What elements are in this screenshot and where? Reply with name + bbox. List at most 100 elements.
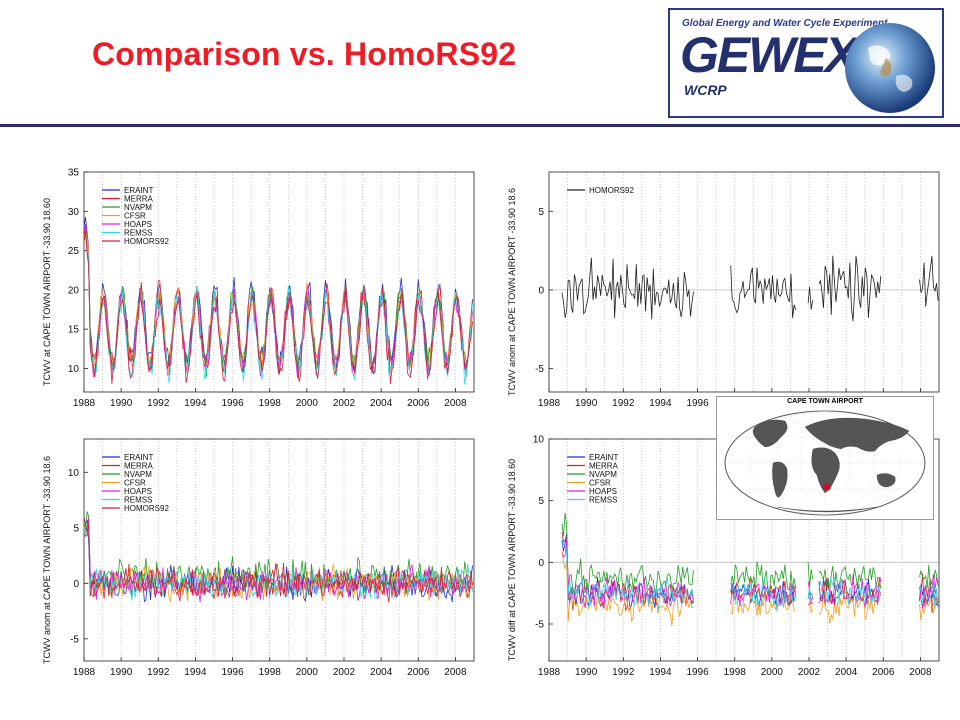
x-tick-label: 1992 (147, 398, 170, 409)
legend-label: MERRA (589, 462, 619, 471)
x-tick-label: 2004 (370, 398, 393, 409)
plot-frame (83, 438, 475, 662)
y-tick-label: 0 (538, 558, 544, 569)
chart-anom-homors92: -505198819901992199419961998200020022004… (507, 171, 940, 409)
y-tick-label: 10 (533, 435, 545, 446)
series-line-homors92 (83, 516, 473, 602)
chart-panel-anom-single: -505198819901992199419961998200020022004… (505, 158, 945, 418)
y-tick-label: 0 (538, 285, 544, 296)
x-tick-label: 1992 (612, 398, 635, 409)
x-tick-label: 2006 (407, 398, 430, 409)
y-tick-label: -5 (535, 620, 544, 631)
x-tick-label: 2002 (333, 667, 356, 678)
series-line-nvapm (561, 512, 939, 595)
x-tick-label: 1990 (575, 667, 598, 678)
x-tick-label: 2002 (798, 667, 821, 678)
legend-label: MERRA (124, 462, 154, 471)
legend-label: REMSS (124, 496, 152, 505)
x-tick-label: 2000 (296, 667, 319, 678)
x-tick-label: 1996 (221, 667, 244, 678)
header-rule (0, 124, 960, 127)
y-tick-label: -5 (535, 364, 544, 375)
y-tick-label: 15 (68, 325, 80, 336)
world-map (724, 410, 926, 516)
x-tick-label: 2006 (407, 667, 430, 678)
legend-label: REMSS (589, 496, 617, 505)
x-tick-label: 2004 (835, 667, 858, 678)
x-tick-label: 2002 (333, 398, 356, 409)
logo-tagline: Global Energy and Water Cycle Experiment (682, 18, 888, 29)
legend-label: ERAINT (124, 186, 153, 195)
series-line-homors92 (83, 231, 473, 385)
x-tick-label: 2004 (370, 667, 393, 678)
x-tick-label: 1992 (147, 667, 170, 678)
y-axis-label: TCWV anom at CAPE TOWN AIRPORT -33.90 18… (42, 456, 52, 664)
y-tick-label: 10 (68, 468, 80, 479)
x-tick-label: 1994 (649, 398, 672, 409)
x-tick-label: 2000 (761, 667, 784, 678)
x-tick-label: 1988 (538, 667, 561, 678)
x-tick-label: 1998 (259, 667, 282, 678)
chart-panel-anom-multi: -5 0 5 10 1988 1990 1992 1994 1996 1998 2000 2002 20… (40, 425, 480, 687)
inset-map: CAPE TOWN AIRPORT (716, 396, 934, 520)
x-tick-label: 1996 (686, 398, 709, 409)
x-tick-label: 1996 (686, 667, 709, 678)
x-tick-label: 1988 (73, 667, 96, 678)
y-axis-label: TCWV diff at CAPE TOWN AIRPORT -33.90 18… (507, 459, 517, 661)
chart-panel-tcwv: 10 15 20 25 30 35 1988 1990 1992 1994 1996 1998 2000… (40, 158, 480, 418)
x-tick-label: 2008 (444, 667, 467, 678)
x-tick-label: 1990 (110, 667, 133, 678)
x-tick-label: 2008 (909, 667, 932, 678)
series-line-cfsr (561, 550, 939, 627)
station-marker (823, 483, 831, 491)
legend-label: HOAPS (589, 487, 617, 496)
y-tick-label: 35 (68, 168, 80, 179)
y-tick-label: 10 (68, 364, 80, 375)
gewex-logo: Global Energy and Water Cycle Experiment… (668, 8, 944, 118)
chart-anom-multi: -5 0 5 10 1988 1990 1992 1994 1996 1998 2000 2002 20… (42, 438, 475, 678)
x-tick-label: 1996 (221, 398, 244, 409)
legend-label: HOAPS (124, 220, 152, 229)
y-tick-label: 25 (68, 246, 80, 257)
y-tick-label: 0 (73, 579, 79, 590)
globe-icon (845, 23, 935, 113)
x-tick-label: 1988 (73, 398, 96, 409)
y-tick-label: 20 (68, 285, 80, 296)
x-tick-label: 2006 (872, 667, 895, 678)
plot-frame (548, 171, 940, 393)
x-tick-label: 1994 (649, 667, 672, 678)
x-tick-label: 2008 (444, 398, 467, 409)
x-tick-label: 2000 (296, 398, 319, 409)
legend-label: HOAPS (124, 487, 152, 496)
x-tick-label: 1998 (724, 667, 747, 678)
legend-label: CFSR (124, 212, 146, 221)
legend-label: HOMORS92 (124, 504, 169, 513)
x-tick-label: 1998 (259, 398, 282, 409)
legend-label: REMSS (124, 229, 152, 238)
slide-title: Comparison vs. HomoRS92 (92, 36, 517, 72)
y-tick-label: 5 (538, 207, 544, 218)
plot-frame (83, 171, 475, 393)
x-tick-label: 1992 (612, 667, 635, 678)
legend-label: HOMORS92 (124, 237, 169, 246)
x-tick-label: 1990 (575, 398, 598, 409)
legend-label: ERAINT (124, 453, 153, 462)
series-line-cfsr (83, 524, 473, 602)
chart-tcwv: 10 15 20 25 30 35 1988 1990 1992 1994 1996 1998 2000… (42, 168, 475, 409)
legend-label: NVAPM (124, 203, 152, 212)
y-tick-label: 5 (73, 523, 79, 534)
x-tick-label: 1994 (184, 398, 207, 409)
y-tick-label: 30 (68, 207, 80, 218)
x-tick-label: 1990 (110, 398, 133, 409)
logo-subtext: WCRP (684, 82, 727, 98)
legend-label: HOMORS92 (589, 186, 634, 195)
y-tick-label: 5 (538, 496, 544, 507)
series-line-remss (561, 536, 939, 613)
series-line-homors92 (561, 255, 939, 322)
series-line-remss (83, 235, 473, 385)
legend-label: CFSR (124, 479, 146, 488)
y-axis-label: TCWV at CAPE TOWN AIRPORT -33.90 18.60 (42, 198, 52, 386)
series-line-hoaps (83, 517, 473, 603)
inset-map-title: CAPE TOWN AIRPORT (787, 398, 863, 405)
x-tick-label: 1994 (184, 667, 207, 678)
